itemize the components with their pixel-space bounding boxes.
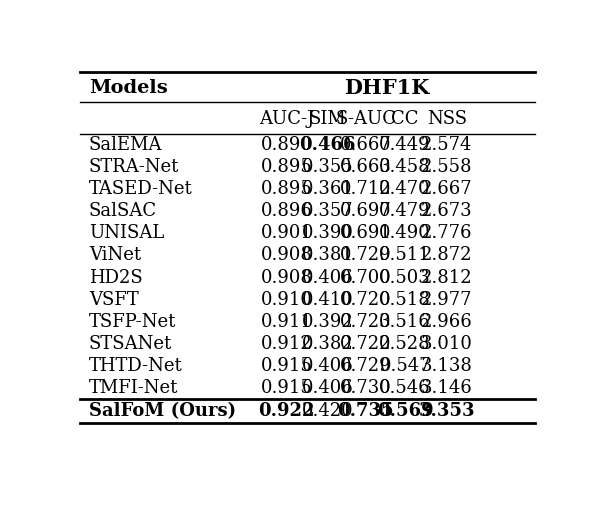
Text: 0.410: 0.410 [302,291,353,309]
Text: 2.574: 2.574 [421,136,473,154]
Text: 0.723: 0.723 [340,313,391,331]
Text: 0.528: 0.528 [379,335,431,353]
Text: CC: CC [391,110,419,128]
Text: STSANet: STSANet [89,335,172,353]
Text: 0.912: 0.912 [261,335,313,353]
Text: 0.700: 0.700 [340,268,392,286]
Text: TASED-Net: TASED-Net [89,180,193,198]
Text: 3.353: 3.353 [419,402,475,421]
Text: THTD-Net: THTD-Net [89,357,182,375]
Text: SIM: SIM [308,110,346,128]
Text: 0.922: 0.922 [259,402,315,421]
Text: 0.908: 0.908 [260,268,313,286]
Text: 0.735: 0.735 [337,402,394,421]
Text: 0.516: 0.516 [379,313,431,331]
Text: 0.355: 0.355 [302,158,353,176]
Text: STRA-Net: STRA-Net [89,158,179,176]
Text: 2.558: 2.558 [421,158,473,176]
Text: 2.776: 2.776 [421,224,473,242]
Text: VSFT: VSFT [89,291,139,309]
Text: 2.812: 2.812 [421,268,473,286]
Text: 0.458: 0.458 [379,158,431,176]
Text: 0.712: 0.712 [340,180,391,198]
Text: TMFI-Net: TMFI-Net [89,379,178,397]
Text: NSS: NSS [427,110,467,128]
Text: 3.010: 3.010 [421,335,473,353]
Text: 2.977: 2.977 [421,291,473,309]
Text: 0.915: 0.915 [261,379,313,397]
Text: 0.911: 0.911 [260,313,313,331]
Text: 0.890: 0.890 [260,136,313,154]
Text: 2.872: 2.872 [421,247,473,264]
Text: AUC-J: AUC-J [259,110,314,128]
Text: 0.720: 0.720 [340,291,391,309]
Text: 0.697: 0.697 [340,202,392,220]
Text: 0.722: 0.722 [340,335,391,353]
Text: 0.449: 0.449 [379,136,431,154]
Text: 0.390: 0.390 [302,224,353,242]
Text: 2.673: 2.673 [421,202,473,220]
Text: 0.392: 0.392 [302,313,353,331]
Text: 0.663: 0.663 [340,158,392,176]
Text: 0.406: 0.406 [302,268,353,286]
Text: 2.667: 2.667 [421,180,473,198]
Text: Models: Models [89,79,168,97]
Text: 0.546: 0.546 [379,379,431,397]
Text: 0.691: 0.691 [340,224,392,242]
Text: 3.138: 3.138 [421,357,473,375]
Text: 0.406: 0.406 [302,357,353,375]
Text: 0.357: 0.357 [302,202,353,220]
Text: 0.729: 0.729 [340,247,391,264]
Text: UNISAL: UNISAL [89,224,164,242]
Text: 0.547: 0.547 [379,357,431,375]
Text: 0.490: 0.490 [379,224,431,242]
Text: ViNet: ViNet [89,247,141,264]
Text: 3.146: 3.146 [421,379,473,397]
Text: HD2S: HD2S [89,268,143,286]
Text: 0.466: 0.466 [299,136,356,154]
Text: 0.518: 0.518 [379,291,431,309]
Text: 0.915: 0.915 [261,357,313,375]
Text: SalFoM (Ours): SalFoM (Ours) [89,402,236,421]
Text: 0.896: 0.896 [260,202,313,220]
Text: S-AUC: S-AUC [335,110,396,128]
Text: 0.729: 0.729 [340,357,391,375]
Text: 0.406: 0.406 [302,379,353,397]
Text: 0.511: 0.511 [379,247,431,264]
Text: 0.420: 0.420 [302,402,353,421]
Text: 0.908: 0.908 [260,247,313,264]
Text: 0.503: 0.503 [379,268,431,286]
Text: SalSAC: SalSAC [89,202,157,220]
Text: 0.361: 0.361 [302,180,353,198]
Text: 0.895: 0.895 [261,158,313,176]
Text: 0.895: 0.895 [261,180,313,198]
Text: 0.470: 0.470 [379,180,431,198]
Text: 0.381: 0.381 [302,247,353,264]
Text: 0.730: 0.730 [340,379,392,397]
Text: SalEMA: SalEMA [89,136,163,154]
Text: 0.901: 0.901 [260,224,313,242]
Text: DHF1K: DHF1K [344,78,429,98]
Text: TSFP-Net: TSFP-Net [89,313,176,331]
Text: 0.569: 0.569 [377,402,433,421]
Text: 0.910: 0.910 [260,291,313,309]
Text: 0.667: 0.667 [340,136,392,154]
Text: 0.479: 0.479 [379,202,431,220]
Text: 0.382: 0.382 [302,335,353,353]
Text: 2.966: 2.966 [421,313,473,331]
